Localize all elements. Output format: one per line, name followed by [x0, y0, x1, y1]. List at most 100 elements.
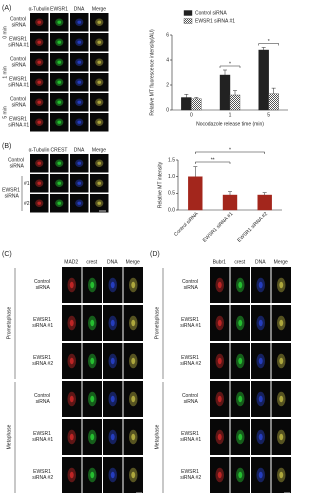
cell-signal [77, 60, 82, 64]
cell-signal [97, 161, 102, 165]
cell-signal [57, 181, 62, 185]
cell-signal [97, 60, 102, 64]
y-tick-label: 0.0 [168, 207, 175, 213]
cell-signal [97, 120, 102, 124]
legend-swatch [183, 10, 193, 16]
x-tick-label: 5 [267, 112, 270, 118]
cell-signal [69, 433, 74, 441]
legend-label: Control siRNA [195, 10, 227, 16]
y-tick-label: 0 [166, 107, 169, 113]
row-label: Control siRNA [10, 17, 27, 29]
cell-signal [69, 281, 74, 289]
column-header: α-Tubulin [29, 6, 50, 12]
column-header: Bubr1 [213, 259, 227, 265]
row-label: EWSR1 siRNA #1 [179, 431, 201, 443]
x-tick-label: EWSR1 siRNA #2 [236, 211, 269, 244]
phase-label: Metaphase [154, 424, 160, 449]
cell-signal [131, 319, 136, 327]
significance-label: * [229, 61, 231, 67]
cell-signal [238, 433, 243, 441]
cell-signal [69, 319, 74, 327]
bar [219, 74, 231, 111]
column-header: CREST [51, 147, 68, 153]
cell-signal [57, 100, 62, 104]
cell-signal [37, 60, 42, 64]
y-tick-label: 4 [166, 57, 169, 63]
cell-signal [258, 319, 263, 327]
column-header: crest [86, 259, 97, 265]
cell-signal [110, 281, 115, 289]
bar [222, 194, 238, 211]
cell-signal [279, 433, 284, 441]
bar [258, 49, 269, 111]
cell-signal [90, 433, 95, 441]
bar [181, 97, 192, 111]
bar [268, 93, 279, 111]
cell-signal [131, 281, 136, 289]
row-label: EWSR1 siRNA #1 [7, 117, 29, 129]
x-tick-label: EWSR1 siRNA #1 [202, 211, 235, 244]
row-label: EWSR1 siRNA #2 [179, 469, 201, 481]
cell-signal [110, 319, 115, 327]
page: {"panels": { "a": {"letter": "(A)", "col… [2, 4, 291, 494]
y-tick-label: 0.5 [168, 191, 175, 197]
cell-signal [238, 319, 243, 327]
cell-signal [110, 395, 115, 403]
cell-signal [90, 395, 95, 403]
cell-signal [57, 80, 62, 84]
cell-signal [279, 281, 284, 289]
cell-signal [131, 471, 136, 479]
cell-signal [97, 80, 102, 84]
column-header: crest [234, 259, 245, 265]
row-label: EWSR1 siRNA #1 [7, 37, 29, 49]
y-tick-label: 6 [166, 32, 169, 38]
row-label: EWSR1 siRNA #1 [31, 431, 53, 443]
cell-signal [217, 319, 222, 327]
y-tick-label: 1.5 [168, 157, 175, 163]
cell-signal [131, 433, 136, 441]
significance-label: * [268, 39, 270, 45]
row-label: EWSR1 siRNA #2 [179, 355, 201, 367]
cell-signal [77, 201, 82, 205]
cell-signal [37, 201, 42, 205]
time-label: 5 min [2, 106, 8, 118]
row-label: EWSR1 siRNA #2 [31, 355, 53, 367]
row-label: Control siRNA [10, 57, 27, 69]
row-label: EWSR1 siRNA #2 [31, 469, 53, 481]
cell-signal [37, 40, 42, 44]
phase-label: Prometaphase [154, 307, 160, 340]
x-tick-label: Control siRNA [173, 211, 200, 238]
cell-signal [77, 120, 82, 124]
row-label: EWSR1 siRNA #1 [7, 77, 29, 89]
figure: (A) (B) (C) (D) α-Tubulin EWSR1 DNA MergeCo… [2, 5, 291, 494]
cell-signal [97, 100, 102, 104]
bar [191, 98, 202, 111]
time-label: 0 min [2, 26, 8, 38]
legend-swatch [183, 18, 193, 24]
panel-letter: (C) [2, 251, 12, 258]
panel-letter: (A) [2, 5, 11, 12]
cell-signal [90, 357, 95, 365]
column-header: DNA [74, 6, 85, 12]
x-tick-label: 0 [190, 112, 193, 118]
cell-signal [37, 181, 42, 185]
significance-bracket [258, 43, 279, 46]
cell-signal [97, 40, 102, 44]
significance-bracket [195, 161, 231, 164]
bar [257, 194, 272, 211]
row-label: #2 [24, 201, 30, 207]
cell-signal [57, 120, 62, 124]
cell-signal [77, 100, 82, 104]
x-tick-label: 1 [229, 112, 232, 118]
cell-signal [238, 281, 243, 289]
cell-signal [69, 357, 74, 365]
cell-signal [37, 161, 42, 165]
column-header: Merge [92, 6, 106, 12]
significance-label: * [229, 147, 231, 153]
cell-signal [97, 181, 102, 185]
column-header: MAD2 [64, 259, 78, 265]
cell-signal [217, 471, 222, 479]
legend-label: EWSR1 siRNA #1 [195, 18, 235, 24]
cell-signal [279, 395, 284, 403]
y-tick-label: 1.0 [168, 174, 175, 180]
